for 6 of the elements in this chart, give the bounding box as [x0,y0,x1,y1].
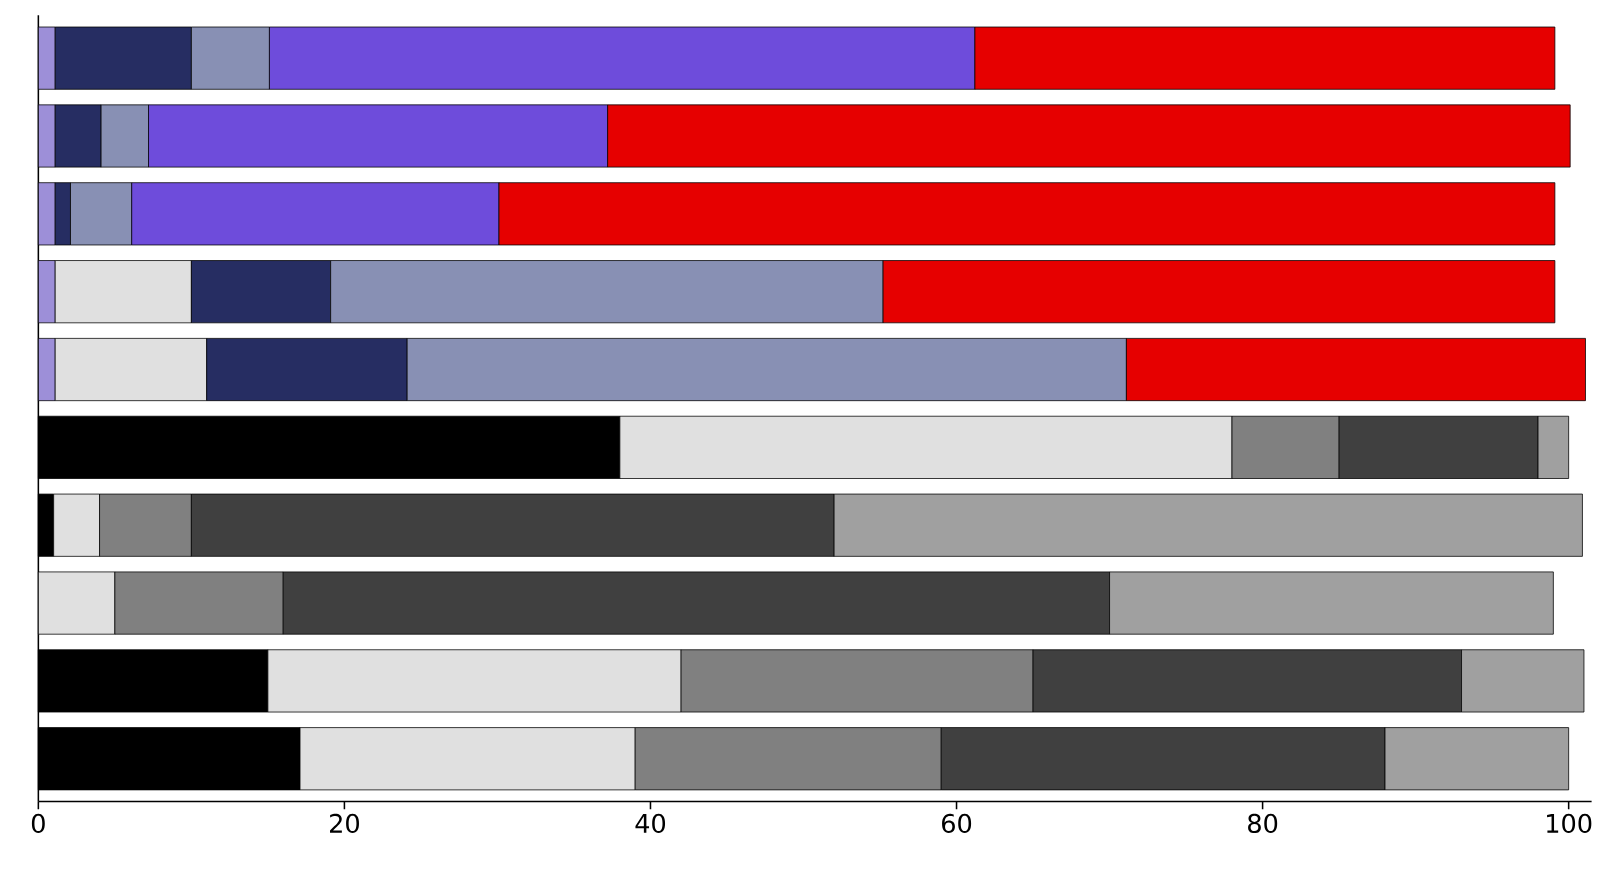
x-tick-label: 80 [1248,813,1278,834]
x-tick-label: 40 [635,813,666,834]
x-tick-label: 100 [1547,813,1592,834]
x-tick-label: 60 [942,813,972,834]
x-tick-label: 20 [330,813,359,834]
x-tick-label: 0 [31,813,45,834]
